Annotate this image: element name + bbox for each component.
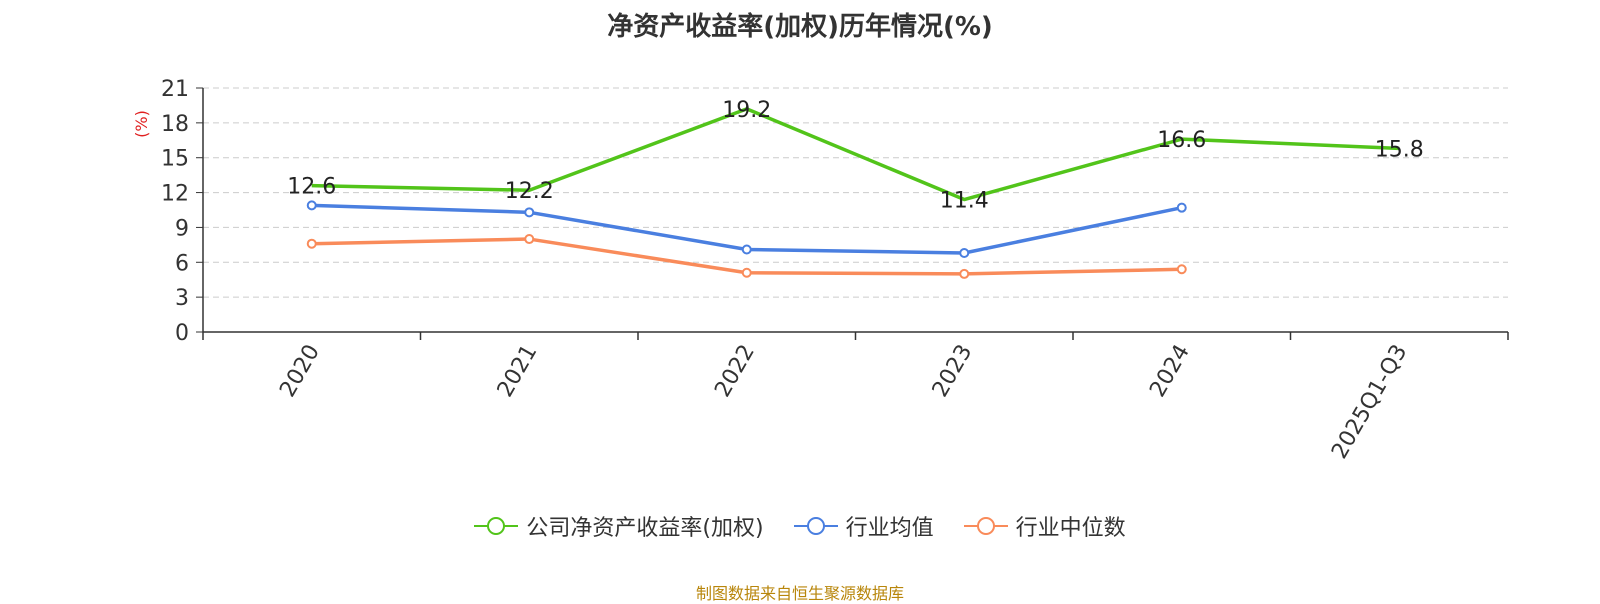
data-label: 12.2 xyxy=(505,179,554,204)
data-label: 19.2 xyxy=(722,98,771,123)
data-label: 12.6 xyxy=(287,175,336,200)
x-tick-label: 2023 xyxy=(928,341,978,402)
y-tick-label: 9 xyxy=(175,216,189,241)
series-point-2 xyxy=(524,234,535,245)
series-point-2 xyxy=(741,267,752,278)
y-tick-label: 0 xyxy=(175,321,189,346)
chart-title: 净资产收益率(加权)历年情况(%) xyxy=(607,12,993,42)
data-label: 15.8 xyxy=(1375,137,1424,162)
legend-line-circle-icon xyxy=(793,517,838,535)
data-source-note: 制图数据来自恒生聚源数据库 xyxy=(695,584,904,603)
chart-legend: 公司净资产收益率(加权) 行业均值 行业中位数 xyxy=(0,510,1600,542)
series-point-1 xyxy=(959,247,970,258)
x-tick-label: 2024 xyxy=(1145,341,1195,402)
series-point-1 xyxy=(741,244,752,255)
data-label: 11.4 xyxy=(940,189,989,214)
legend-item-industry-mean[interactable]: 行业均值 xyxy=(793,510,934,542)
series-point-2 xyxy=(1176,264,1187,275)
x-tick-label: 2025Q1-Q3 xyxy=(1327,341,1412,464)
y-tick-label: 12 xyxy=(161,182,189,207)
y-tick-label: 21 xyxy=(161,77,189,102)
x-tick-label: 2022 xyxy=(710,341,760,402)
y-tick-label: 15 xyxy=(161,147,189,172)
y-axis-label: (%) xyxy=(132,110,151,138)
legend-label: 公司净资产收益率(加权) xyxy=(526,516,764,541)
legend-line-circle-icon xyxy=(963,517,1008,535)
legend-item-company-roe[interactable]: 公司净资产收益率(加权) xyxy=(474,510,764,542)
y-tick-label: 3 xyxy=(175,286,189,311)
series-point-1 xyxy=(524,207,535,218)
y-tick-label: 18 xyxy=(161,112,189,137)
series-line-0 xyxy=(311,107,1400,202)
data-label: 16.6 xyxy=(1157,128,1206,153)
legend-item-industry-median[interactable]: 行业中位数 xyxy=(963,510,1126,542)
series-point-2 xyxy=(959,268,970,279)
legend-line-circle-icon xyxy=(474,517,519,535)
legend-label: 行业中位数 xyxy=(1015,516,1126,541)
y-tick-label: 6 xyxy=(175,251,189,276)
x-tick-label: 2020 xyxy=(275,341,325,402)
legend-label: 行业均值 xyxy=(845,516,934,541)
series-point-1 xyxy=(1176,202,1187,213)
series-point-2 xyxy=(306,238,317,249)
x-tick-label: 2021 xyxy=(493,341,543,402)
series-point-1 xyxy=(306,200,317,211)
